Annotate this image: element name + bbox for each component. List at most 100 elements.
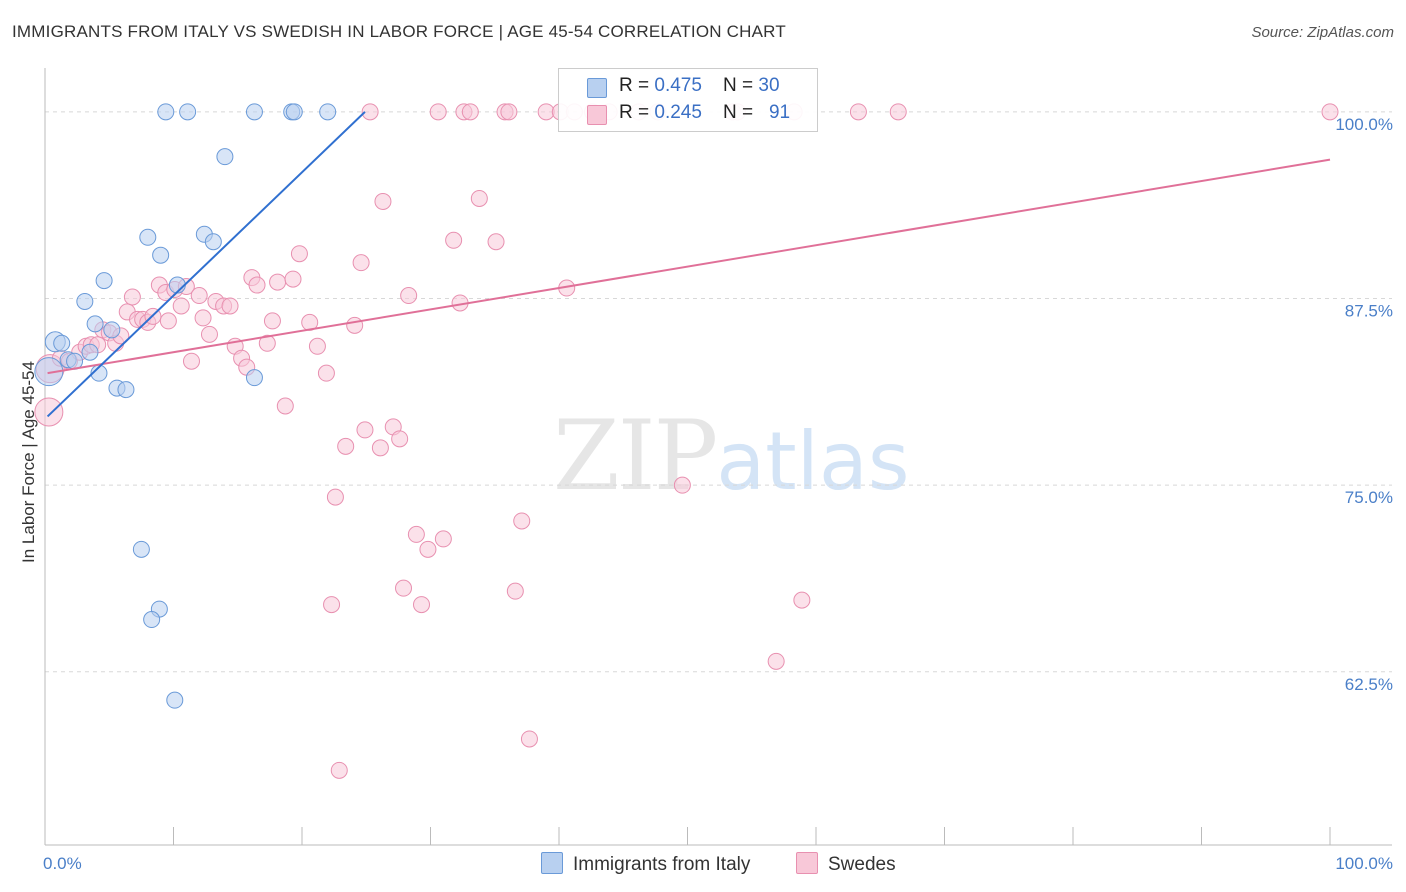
swedes-point [284,270,302,288]
swedes-point [767,652,785,670]
italy-point [132,540,150,558]
watermark-zip: ZIP [553,400,718,512]
swedes-point [361,103,379,121]
bottom-legend-label-swedes: Swedes [828,854,896,875]
swedes-point [172,297,190,315]
italy-point [86,315,104,333]
legend-n-value-italy: 30 [758,75,780,96]
legend-swatch-italy [587,78,607,98]
swedes-point [221,297,239,315]
bottom-legend-swedes: Swedes [796,852,896,876]
trend-line-swedes [47,158,1331,375]
swedes-point [200,325,218,343]
swedes-point [793,591,811,609]
axes [44,68,1392,846]
bottom-legend-label-italy: Immigrants from Italy [573,854,751,875]
legend-n-label: N = [723,75,759,96]
swedes-point [434,530,452,548]
italy-point [34,357,64,387]
italy-point [285,103,303,121]
italy-point [95,272,113,290]
italy-point [204,233,222,251]
swedes-point [429,103,447,121]
swedes-point [407,525,425,543]
y-tick-label: 87.5% [1345,301,1393,320]
legend-r-label: R = [619,102,655,123]
swedes-point [182,352,200,370]
swedes-point [269,273,287,291]
swedes-point [849,103,867,121]
series-swedes-points [34,103,1339,779]
italy-point [117,381,135,399]
italy-point [157,103,175,121]
italy-point [216,148,234,166]
italy-point [103,321,121,339]
swedes-point [400,287,418,305]
legend-swatch-swedes [587,105,607,125]
swedes-point [330,761,348,779]
swedes-point [461,103,479,121]
italy-point [166,691,184,709]
swedes-point [413,596,431,614]
swedes-point [34,397,64,427]
italy-point [245,103,263,121]
swedes-point [317,364,335,382]
y-tick-label: 62.5% [1345,675,1393,694]
legend-n-label: N = [723,102,759,123]
legend-text-swedes: R = 0.245 N = 91 [619,102,790,124]
swedes-point [326,488,344,506]
swedes-point [159,312,177,330]
y-axis-label: In Labor Force | Age 45-54 [19,361,38,563]
swedes-point [308,337,326,355]
swedes-point [513,512,531,530]
swedes-point [500,103,518,121]
series-italy-points [34,103,337,709]
swedes-point [290,245,308,263]
italy-point [245,369,263,387]
italy-point [53,334,71,352]
swedes-point [323,596,341,614]
swedes-point [263,312,281,330]
swedes-point [346,316,364,334]
source-label: Source: ZipAtlas.com [1251,24,1394,41]
swedes-point [470,189,488,207]
swedes-point [337,437,355,455]
swedes-point [419,540,437,558]
swedes-point [673,476,691,494]
swedes-point [487,233,505,251]
x-tick-label-max: 100.0% [1335,854,1393,873]
bottom-legend-swatch-italy [541,852,563,874]
italy-point [143,611,161,629]
watermark: ZIPatlas [553,400,910,512]
swedes-point [395,579,413,597]
swedes-point [123,288,141,306]
swedes-point [445,231,463,249]
swedes-point [356,421,374,439]
swedes-point [506,582,524,600]
trend-lines [46,111,1331,418]
bottom-legend-italy: Immigrants from Italy [541,852,750,876]
italy-point [319,103,337,121]
italy-point [76,292,94,310]
italy-point [179,103,197,121]
y-tick-label: 75.0% [1345,488,1393,507]
watermark-atlas: atlas [716,415,910,508]
y-tick-label: 100.0% [1335,115,1393,134]
swedes-point [276,397,294,415]
italy-point [139,228,157,246]
swedes-point [194,309,212,327]
legend-text-italy: R = 0.475 N = 30 [619,75,780,97]
swedes-point [889,103,907,121]
tick-labels: 62.5% 75.0% 87.5% 100.0% 0.0% 100.0% [43,115,1393,873]
swedes-point [374,192,392,210]
swedes-point [391,430,409,448]
italy-point [152,246,170,264]
swedes-point [371,439,389,457]
swedes-point [248,276,266,294]
swedes-point [1321,103,1339,121]
swedes-point [258,334,276,352]
chart-title: IMMIGRANTS FROM ITALY VS SWEDISH IN LABO… [12,22,786,41]
swedes-point [520,730,538,748]
swedes-point [537,103,555,121]
